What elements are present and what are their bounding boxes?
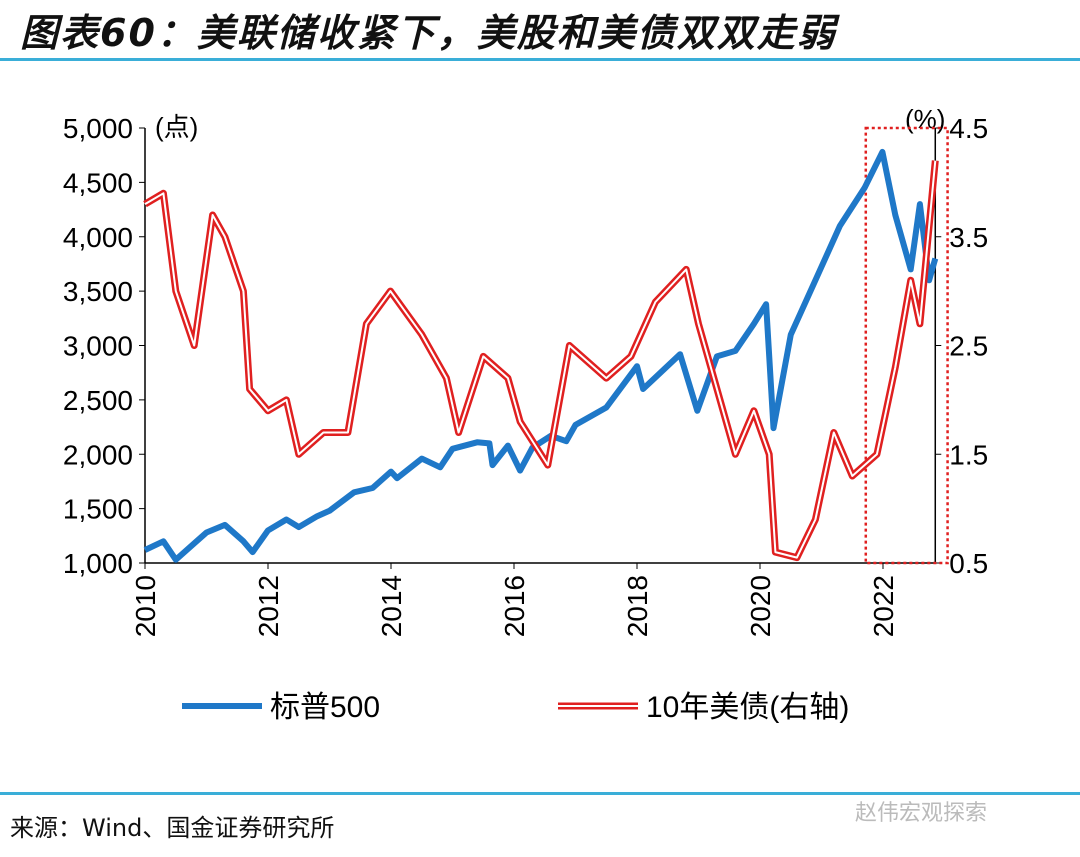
chart-title: 图表60：美联储收紧下，美股和美债双双走弱 [20,11,837,55]
left-tick-label: 3,000 [63,331,133,362]
right-tick-label: 1.5 [949,439,988,470]
bottom-divider [0,792,1080,795]
watermark: 赵伟宏观探索 [855,801,988,826]
left-tick-label: 1,500 [63,494,133,525]
x-tick-label: 2018 [622,575,653,637]
chart-area: 1,000 1,500 2,000 2,500 3,000 3,500 4,000 4,500… [63,104,988,724]
right-axis-unit: (%) [905,104,945,134]
left-tick-label: 1,000 [63,548,133,579]
left-tick-label: 4,500 [63,167,133,198]
right-tick-label: 3.5 [949,222,988,253]
x-tick-label: 2020 [745,575,776,637]
x-tick-label: 2010 [130,575,161,637]
top-divider [0,58,1080,61]
left-tick-label: 2,500 [63,385,133,416]
treasury-10y-line [143,160,939,562]
right-tick-label: 0.5 [949,548,988,579]
x-tick-label: 2014 [376,575,407,637]
left-tick-label: 3,500 [63,276,133,307]
right-tick-label: 2.5 [949,331,988,362]
legend-label-sp500: 标普500 [270,691,380,724]
left-tick-label: 5,000 [63,113,133,144]
left-axis-unit: (点) [155,112,198,142]
highlight-box [864,126,949,565]
source-note: 来源：Wind、国金证券研究所 [10,814,335,842]
x-tick-label: 2016 [499,575,530,637]
x-tick-label: 2022 [868,575,899,637]
left-tick-label: 4,000 [63,222,133,253]
right-tick-label: 4.5 [949,113,988,144]
x-tick-label: 2012 [253,575,284,637]
left-tick-label: 2,000 [63,439,133,470]
legend-label-treasury: 10年美债(右轴) [646,691,849,724]
